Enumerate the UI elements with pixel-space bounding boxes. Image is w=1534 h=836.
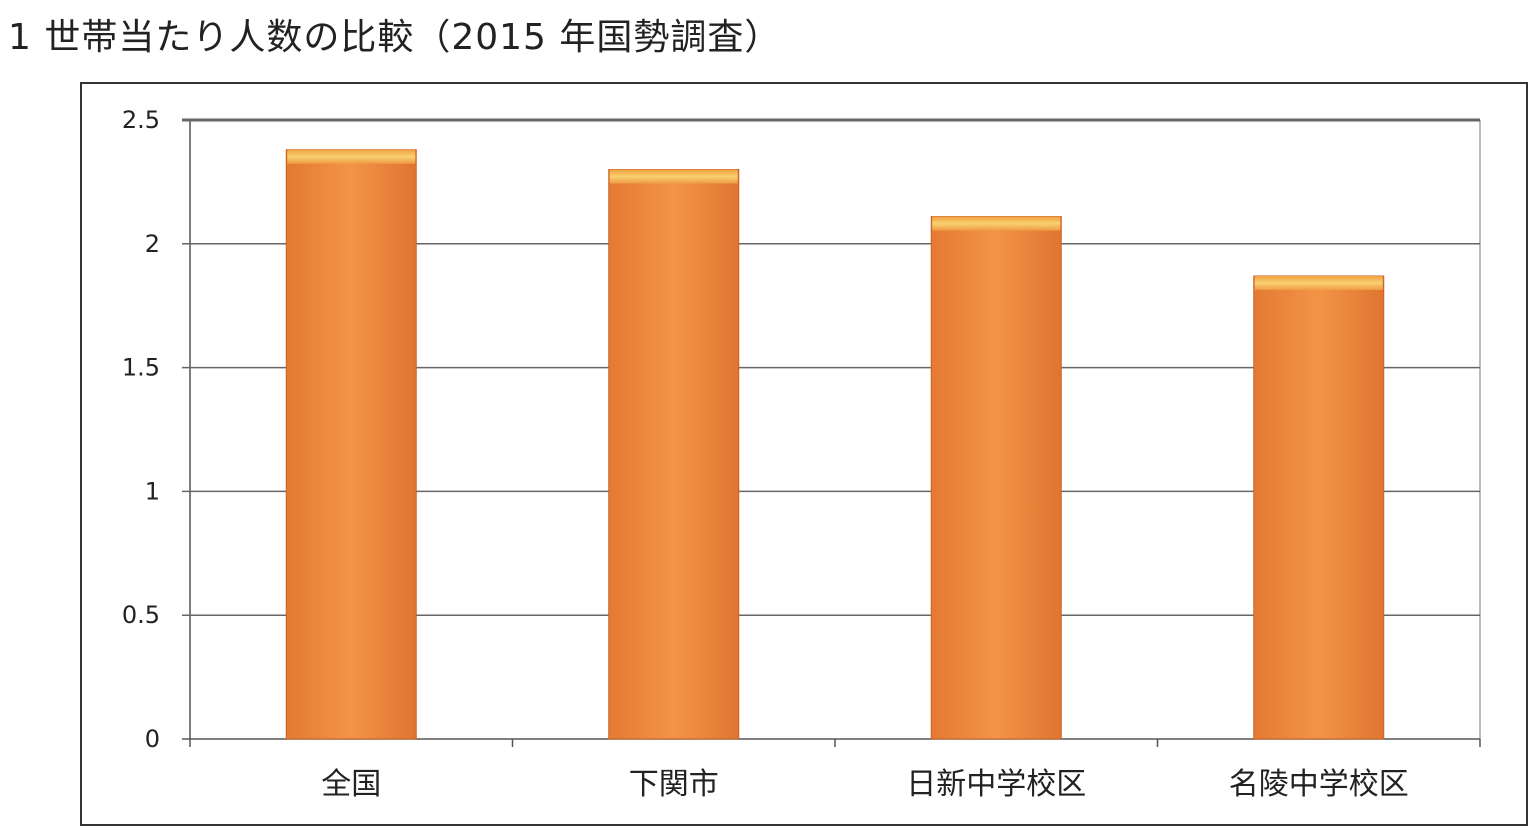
- bar: [285, 149, 417, 740]
- bar: [1253, 275, 1385, 740]
- chart-title: 1 世帯当たり人数の比較（2015 年国勢調査）: [8, 17, 782, 58]
- bar-top-bevel: [932, 216, 1061, 231]
- y-tick-label: 2: [145, 230, 160, 258]
- bar: [930, 216, 1062, 740]
- y-tick-label: 1: [145, 477, 160, 505]
- bar: [608, 169, 740, 740]
- bar-top-bevel: [1254, 275, 1383, 290]
- x-category-label: 全国: [321, 767, 381, 802]
- x-category-label: 名陵中学校区: [1229, 767, 1409, 802]
- bar-top-bevel: [609, 169, 738, 184]
- y-tick-label: 1.5: [122, 354, 160, 382]
- y-tick-label: 0: [145, 725, 160, 753]
- bar-top-bevel: [287, 149, 416, 164]
- chart-frame: [80, 82, 1528, 826]
- x-category-label: 日新中学校区: [906, 767, 1086, 802]
- x-category-label: 下関市: [629, 767, 719, 802]
- y-tick-label: 0.5: [122, 601, 160, 629]
- y-tick-label: 2.5: [122, 106, 160, 134]
